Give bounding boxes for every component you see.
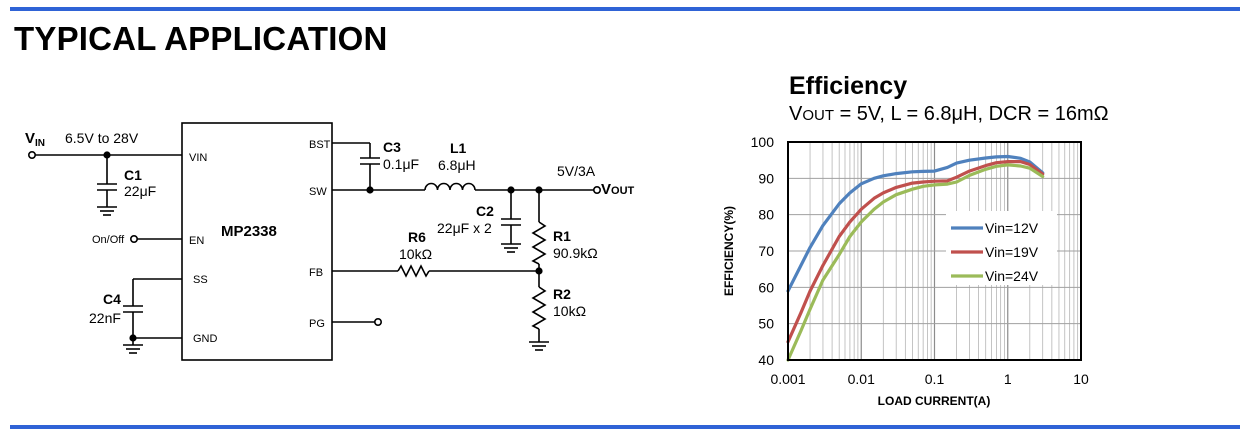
r2-ref: R2	[553, 286, 571, 302]
x-tick-label: 0.1	[925, 371, 945, 387]
plot-frame	[787, 141, 1082, 361]
section-heading: TYPICAL APPLICATION	[14, 20, 388, 57]
legend-label: Vin=12V	[985, 220, 1039, 236]
vin-terminal[interactable]	[27, 151, 36, 160]
resistor-r1	[531, 221, 547, 265]
ground-icon	[529, 341, 549, 351]
y-tick-label: 70	[758, 243, 774, 259]
legend: Vin=12V Vin=19V Vin=24V	[946, 211, 1057, 285]
vout-terminal[interactable]	[592, 186, 601, 195]
r2-value: 10kΩ	[553, 303, 586, 319]
inductor-l1	[424, 182, 476, 191]
x-axis-label: LOAD CURRENT(A)	[878, 394, 991, 408]
top-rule	[10, 7, 1240, 11]
x-tick-labels: 0.001 0.01 0.1 1 10	[770, 371, 1089, 387]
ic-name: MP2338	[221, 223, 277, 240]
c1-value: 22μF	[124, 183, 156, 199]
efficiency-chart: Efficiency VOUT = 5V, L = 6.8μH, DCR = 1…	[722, 72, 1109, 408]
pin-fb: FB	[309, 267, 323, 279]
c4-ref: C4	[103, 291, 121, 307]
r6-value: 10kΩ	[399, 246, 432, 262]
y-tick-label: 50	[758, 316, 774, 332]
ground-icon	[501, 243, 521, 253]
y-tick-labels: 40 50 60 70 80 90 100	[751, 134, 775, 368]
ic-body	[181, 122, 333, 361]
vout-value: 5V/3A	[557, 163, 596, 179]
schematic	[27, 122, 601, 361]
legend-label: Vin=19V	[985, 244, 1039, 260]
y-tick-label: 60	[758, 279, 774, 295]
legend-label: Vin=24V	[985, 268, 1039, 284]
pg-terminal[interactable]	[373, 317, 382, 326]
bottom-rule	[10, 425, 1240, 429]
vin-label: VIN	[25, 130, 45, 149]
x-tick-label: 1	[1004, 371, 1012, 387]
l1-ref: L1	[450, 140, 467, 156]
chart-title: Efficiency	[789, 72, 907, 100]
x-tick-label: 10	[1073, 371, 1089, 387]
schematic-labels: VIN 6.5V to 28V C1 22μF On/Off C4 22nF V…	[25, 130, 635, 345]
x-tick-label: 0.001	[770, 371, 805, 387]
ground-icon	[97, 206, 117, 216]
pin-gnd: GND	[193, 333, 218, 345]
r1-value: 90.9kΩ	[553, 245, 598, 261]
vin-range-label: 6.5V to 28V	[65, 130, 139, 146]
series-line-vin-19v	[786, 160, 1045, 344]
vout-label: VOUT	[601, 181, 635, 198]
ground-icon	[123, 344, 143, 354]
legend-entries: Vin=12V Vin=19V Vin=24V	[951, 220, 1039, 284]
legend-box	[946, 211, 1057, 285]
y-tick-label: 80	[758, 207, 774, 223]
chart-subtitle: VOUT = 5V, L = 6.8μH, DCR = 16mΩ	[789, 103, 1109, 125]
resistor-r2	[531, 286, 547, 330]
x-tick-label: 0.01	[848, 371, 875, 387]
r1-ref: R1	[553, 228, 571, 244]
y-tick-label: 90	[758, 170, 774, 186]
junction-dot	[535, 267, 543, 275]
c3-ref: C3	[383, 139, 401, 155]
series-line-vin-24v	[786, 163, 1045, 362]
y-axis-label: EFFICIENCY(%)	[722, 206, 736, 296]
c1-ref: C1	[124, 167, 142, 183]
pin-en: EN	[189, 235, 204, 247]
c3-value: 0.1μF	[383, 156, 419, 172]
r6-ref: R6	[408, 229, 426, 245]
pin-vin: VIN	[189, 152, 207, 164]
c2-value: 22μF x 2	[437, 220, 492, 236]
junction-dot	[366, 186, 374, 194]
series-line-vin-12v	[786, 154, 1045, 293]
en-terminal[interactable]	[130, 235, 139, 244]
junction-dot	[129, 334, 137, 342]
pin-pg: PG	[309, 318, 325, 330]
y-tick-label: 40	[758, 352, 774, 368]
c4-value: 22nF	[89, 310, 121, 326]
pin-bst: BST	[309, 139, 331, 151]
series-layer	[786, 154, 1045, 362]
l1-value: 6.8μH	[438, 157, 476, 173]
y-tick-label: 100	[751, 134, 775, 150]
pin-sw: SW	[309, 186, 327, 198]
onoff-label: On/Off	[92, 234, 125, 246]
resistor-r6	[397, 264, 430, 278]
pin-ss: SS	[193, 274, 208, 286]
c2-ref: C2	[476, 203, 494, 219]
